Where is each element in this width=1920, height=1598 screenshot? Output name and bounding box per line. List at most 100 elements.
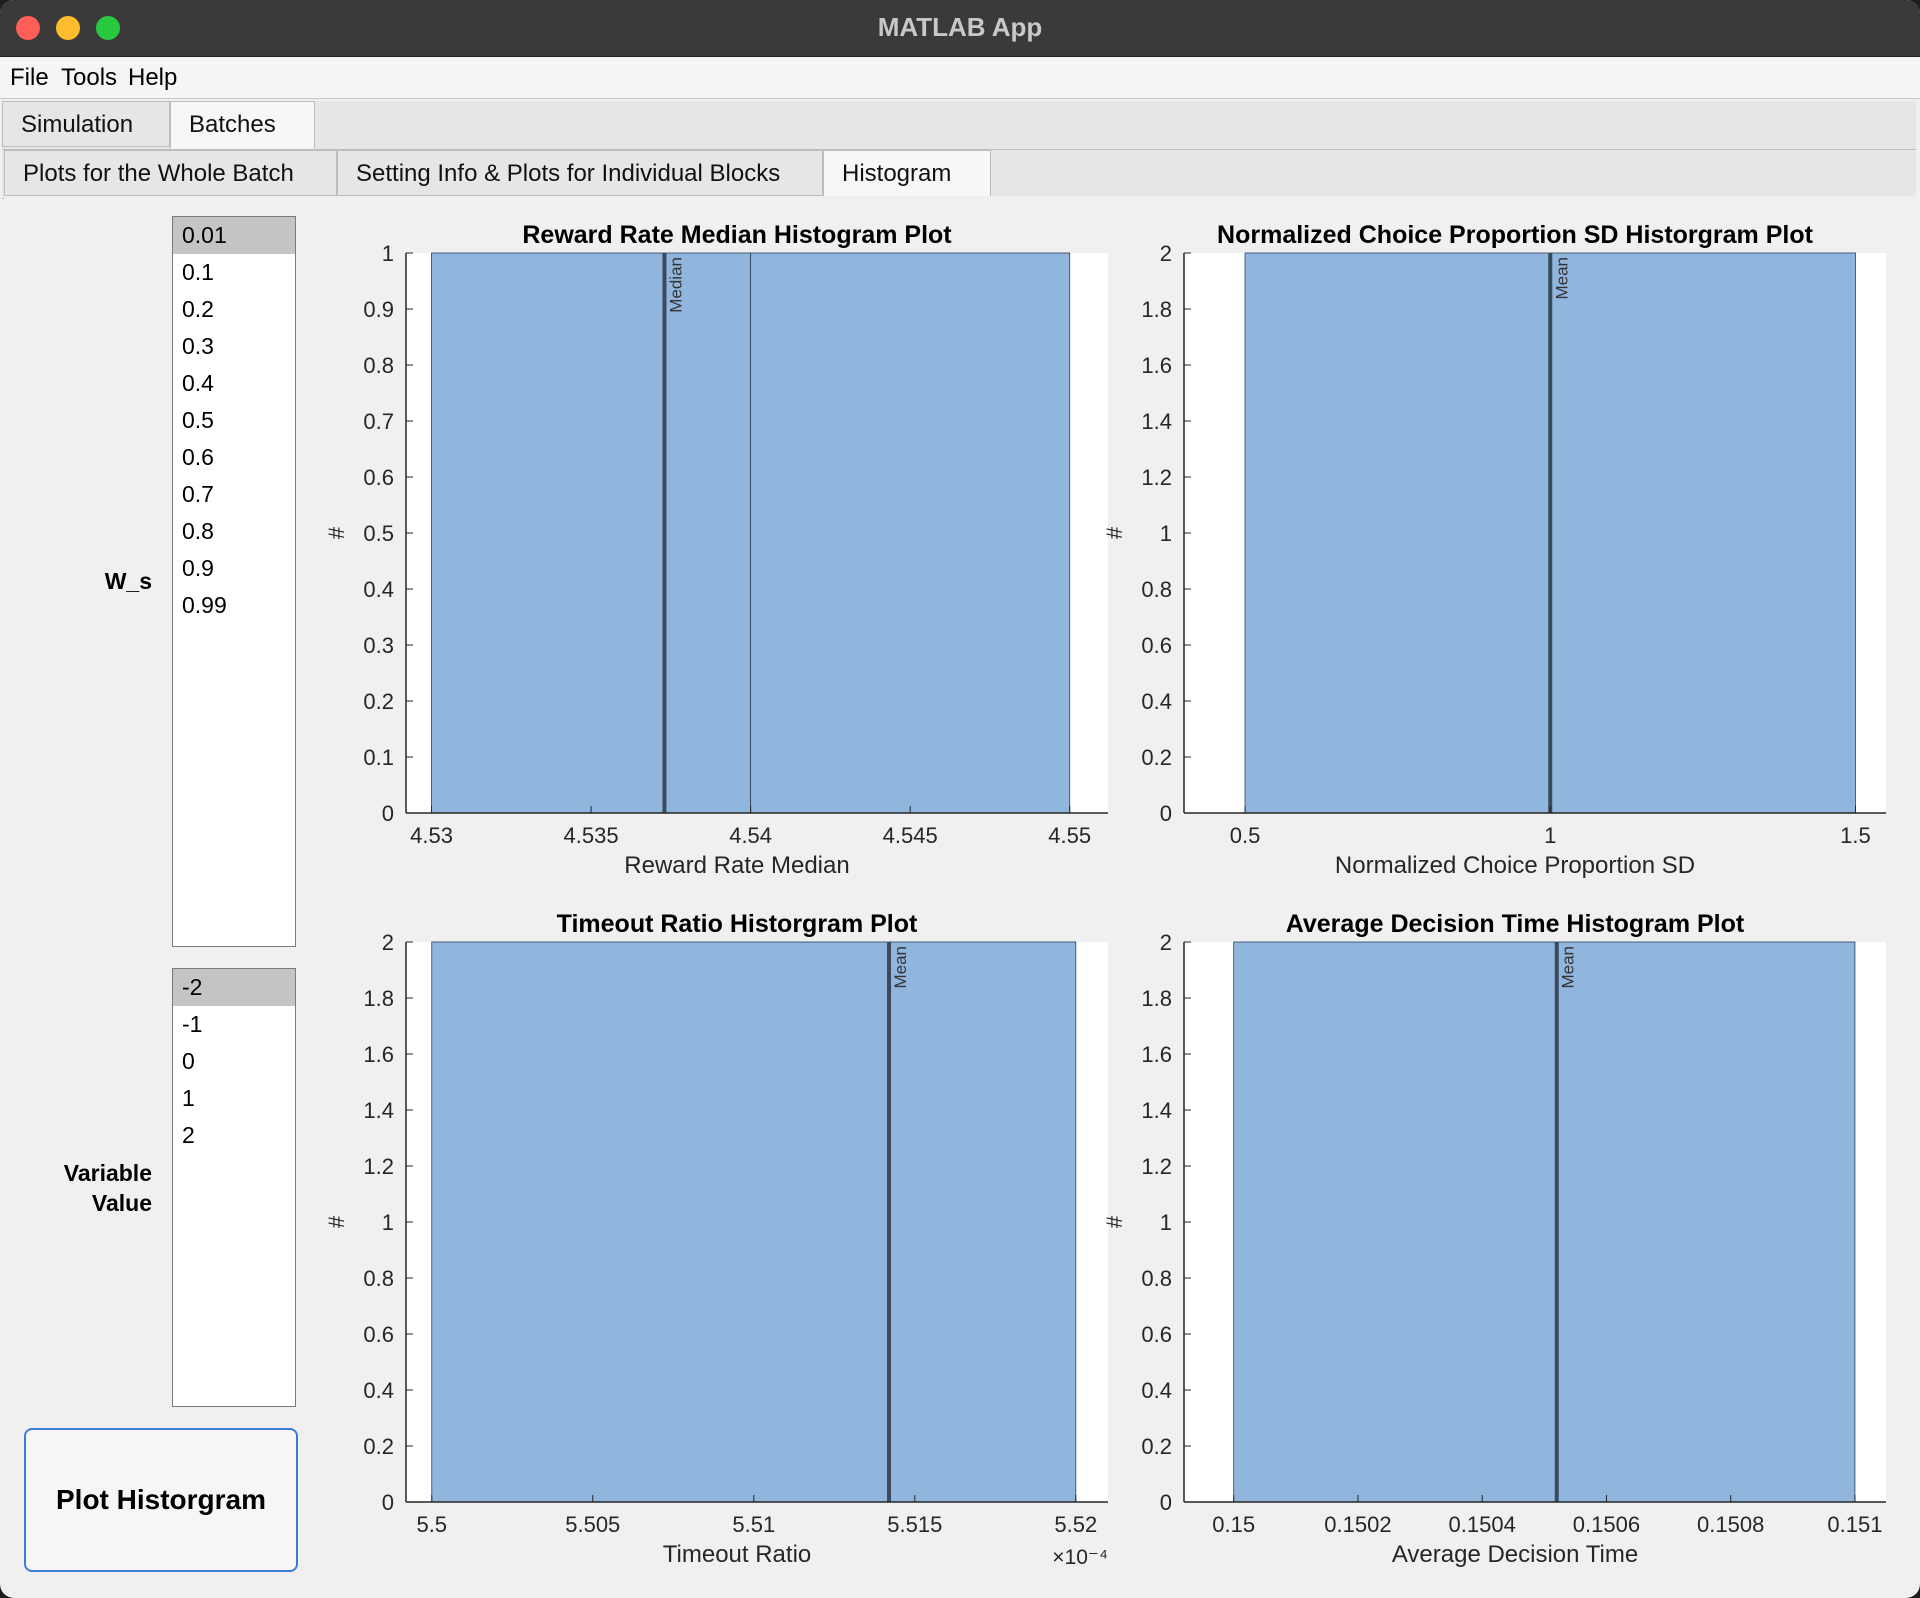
- tab-simulation[interactable]: Simulation: [2, 101, 170, 147]
- ws-list-item[interactable]: 0.9: [182, 555, 214, 581]
- x-axis-label: Reward Rate Median: [624, 852, 849, 879]
- plot-histogram-button[interactable]: Plot Historgram: [24, 1428, 298, 1572]
- tab-batches[interactable]: Batches: [170, 101, 315, 149]
- ws-list-item[interactable]: 0.7: [182, 481, 214, 507]
- histogram-bar: [1233, 941, 1856, 1503]
- y-tick-label: 0.8: [1141, 577, 1172, 602]
- x-axis-label: Normalized Choice Proportion SD: [1335, 852, 1695, 879]
- tab-plots-whole-batch[interactable]: Plots for the Whole Batch: [4, 150, 337, 196]
- y-tick-label: 0.1: [363, 745, 394, 770]
- y-tick-label: 2: [1160, 930, 1172, 955]
- x-axis-label: Average Decision Time: [1392, 1541, 1638, 1568]
- ws-list-item[interactable]: 0.5: [182, 407, 214, 433]
- x-tick-label: 4.54: [729, 823, 772, 848]
- ws-list-item[interactable]: 0.99: [182, 592, 227, 618]
- histogram-bar: [750, 252, 1071, 814]
- x-tick-label: 0.1506: [1573, 1512, 1640, 1537]
- y-tick-label: 0.8: [1141, 1266, 1172, 1291]
- y-tick-label: 1.4: [1141, 409, 1172, 434]
- normalized-choice-proportion-sd-histogram: Mean 0.5 1 1.5 0 0.2 0.4 0.6 0.8 1 1.2 1.4 1.6 1.8 2 No…: [1102, 221, 1886, 879]
- y-tick-label: 0.2: [1141, 745, 1172, 770]
- menu-bar: File Tools Help: [0, 57, 1920, 99]
- variable-value-listbox[interactable]: -2 -1 0 1 2: [172, 968, 296, 1407]
- chart-title: Timeout Ratio Historgram Plot: [557, 910, 918, 938]
- variable-list-item[interactable]: 1: [182, 1085, 195, 1111]
- chart-title: Normalized Choice Proportion SD Historgr…: [1217, 221, 1814, 249]
- x-tick-label: 0.1504: [1449, 1512, 1516, 1537]
- y-tick-label: 0.2: [363, 689, 394, 714]
- minimize-window-icon[interactable]: [56, 16, 80, 40]
- x-tick-label: 1.5: [1840, 823, 1871, 848]
- window-title: MATLAB App: [877, 12, 1043, 42]
- y-axis-label: #: [1102, 1215, 1127, 1228]
- x-tick-label: 4.55: [1048, 823, 1091, 848]
- variable-label-line1: Variable: [63, 1160, 152, 1186]
- y-axis-label: #: [1102, 526, 1127, 539]
- y-tick-label: 2: [382, 930, 394, 955]
- x-tick-label: 0.1508: [1697, 1512, 1764, 1537]
- y-tick-label: 1.2: [1141, 1154, 1172, 1179]
- reference-line-label: Mean: [1559, 946, 1578, 989]
- y-tick-label: 1.6: [1141, 1042, 1172, 1067]
- y-tick-label: 0.6: [363, 465, 394, 490]
- x-axis-exponent-label: ×10⁻⁴: [1052, 1546, 1108, 1569]
- ws-list-item[interactable]: 0.01: [173, 217, 295, 254]
- x-tick-label: 5.5: [416, 1512, 447, 1537]
- variable-list-item[interactable]: -1: [182, 1011, 203, 1037]
- chart-title: Reward Rate Median Histogram Plot: [522, 221, 952, 249]
- ws-listbox[interactable]: 0.01 0.1 0.2 0.3 0.4 0.5 0.6 0.7 0.8 0.9…: [172, 216, 296, 947]
- timeout-ratio-histogram: Mean 5.5 5.505 5.51 5.515 5.52 0 0.2 0.4 0.6 0.8 1 1…: [324, 910, 1108, 1569]
- close-window-icon[interactable]: [16, 16, 40, 40]
- y-tick-label: 1.6: [1141, 353, 1172, 378]
- y-tick-label: 2: [1160, 241, 1172, 266]
- title-bar: MATLAB App: [0, 0, 1920, 57]
- zoom-window-icon[interactable]: [96, 16, 120, 40]
- ws-list-item[interactable]: 0.1: [182, 259, 214, 285]
- y-tick-label: 1: [382, 1210, 394, 1235]
- x-tick-label: 4.53: [410, 823, 453, 848]
- y-tick-label: 0: [382, 1490, 394, 1515]
- menu-file[interactable]: File: [10, 64, 49, 91]
- y-tick-label: 0.6: [363, 1322, 394, 1347]
- x-tick-label: 4.535: [564, 823, 619, 848]
- reference-line-label: Mean: [891, 946, 910, 989]
- tab-setting-info-individual-blocks[interactable]: Setting Info & Plots for Individual Bloc…: [337, 150, 823, 196]
- ws-list-item[interactable]: 0.3: [182, 333, 214, 359]
- variable-list-item[interactable]: 0: [182, 1048, 195, 1074]
- ws-label: W_s: [104, 568, 152, 594]
- x-tick-label: 5.51: [732, 1512, 775, 1537]
- variable-list-item[interactable]: -2: [173, 969, 295, 1006]
- ws-list-item[interactable]: 0.2: [182, 296, 214, 322]
- y-tick-label: 0.6: [1141, 633, 1172, 658]
- variable-list-item[interactable]: 2: [182, 1122, 195, 1148]
- y-tick-label: 1.2: [363, 1154, 394, 1179]
- menu-help[interactable]: Help: [128, 64, 178, 91]
- main-tab-bar: Simulation Batches: [2, 101, 1916, 150]
- y-axis-label: #: [324, 1215, 349, 1228]
- y-tick-label: 0.8: [363, 353, 394, 378]
- menu-tools[interactable]: Tools: [61, 64, 118, 91]
- x-tick-label: 4.545: [883, 823, 938, 848]
- x-tick-label: 5.505: [565, 1512, 620, 1537]
- reference-line-label: Median: [666, 257, 685, 313]
- y-tick-label: 0: [1160, 801, 1172, 826]
- y-tick-label: 0.3: [363, 633, 394, 658]
- sub-tab-bar: Plots for the Whole Batch Setting Info &…: [2, 150, 1916, 199]
- y-tick-label: 0.8: [363, 1266, 394, 1291]
- y-tick-label: 1.8: [1141, 297, 1172, 322]
- y-tick-label: 0.4: [363, 1378, 394, 1403]
- ws-list-item[interactable]: 0.4: [182, 370, 214, 396]
- ws-list-item[interactable]: 0.8: [182, 518, 214, 544]
- y-tick-label: 1.4: [363, 1098, 394, 1123]
- ws-list-item[interactable]: 0.6: [182, 444, 214, 470]
- y-tick-label: 0.5: [363, 521, 394, 546]
- y-tick-label: 0.4: [1141, 689, 1172, 714]
- y-tick-label: 0.6: [1141, 1322, 1172, 1347]
- y-tick-label: 0.4: [363, 577, 394, 602]
- y-tick-label: 0: [1160, 1490, 1172, 1515]
- x-tick-label: 5.515: [887, 1512, 942, 1537]
- variable-value-label: Variable Value: [20, 1158, 152, 1218]
- y-tick-label: 1.4: [1141, 1098, 1172, 1123]
- tab-histogram[interactable]: Histogram: [823, 150, 991, 198]
